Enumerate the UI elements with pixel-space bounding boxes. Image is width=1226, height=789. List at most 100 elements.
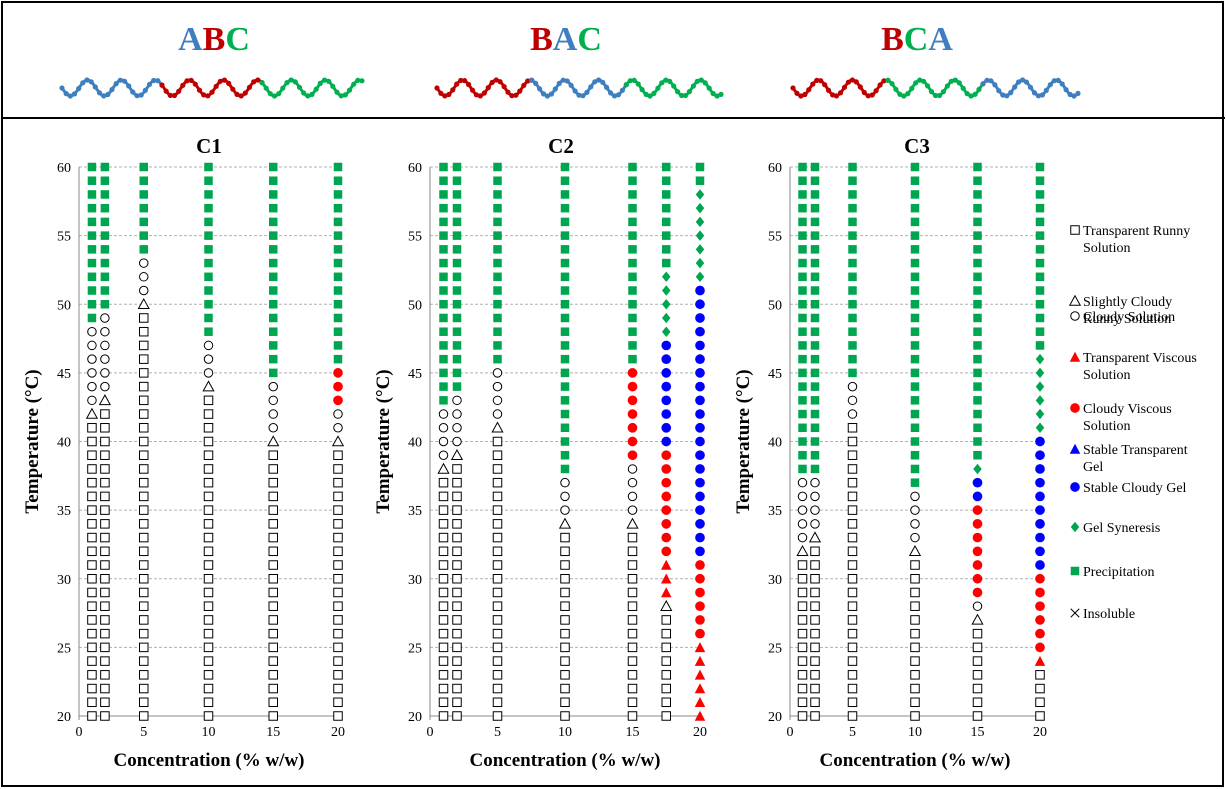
chain-bead: [296, 84, 303, 90]
chain-bead: [1059, 81, 1065, 87]
data-point-p: [910, 450, 920, 460]
data-point-p: [973, 327, 982, 336]
data-point-trs: [452, 532, 462, 543]
data-point-p: [560, 423, 570, 433]
chain-bead: [1039, 92, 1045, 98]
chain-bead: [130, 89, 136, 95]
data-point-p: [798, 258, 807, 268]
data-point-p: [493, 300, 502, 309]
data-point-trs: [268, 464, 278, 474]
chain-bead: [284, 80, 290, 86]
data-point-p: [848, 286, 857, 295]
data-point-scg: [695, 532, 705, 543]
data-point-p: [493, 162, 502, 172]
data-point-p: [910, 409, 920, 419]
data-point-p: [100, 258, 110, 268]
data-point-trs: [972, 697, 983, 708]
data-point-cs: [333, 409, 343, 419]
data-point-p: [269, 176, 278, 185]
data-point-trs: [87, 560, 97, 570]
data-point-p: [204, 286, 213, 295]
data-point-trs: [139, 587, 149, 598]
data-point-p: [269, 190, 278, 199]
chain-bead: [671, 83, 677, 89]
data-point-p: [204, 231, 213, 240]
chain-bead: [450, 87, 456, 93]
data-point-cvs: [1035, 573, 1045, 584]
data-point-cs: [203, 340, 214, 351]
data-point-tvs: [694, 683, 706, 694]
data-point-trs: [972, 642, 983, 653]
chain-bead: [956, 80, 962, 86]
x-tick-label: 20: [331, 725, 345, 740]
data-point-cs: [100, 340, 110, 351]
data-point-trs: [1035, 670, 1045, 680]
data-point-tvs: [694, 697, 706, 708]
data-point-trs: [268, 560, 278, 570]
chain-bead: [897, 91, 903, 97]
data-point-cvs: [627, 368, 638, 378]
chain-bead: [1067, 91, 1073, 98]
data-point-p: [560, 176, 570, 185]
data-point-trs: [797, 628, 808, 639]
data-point-cs: [810, 477, 820, 488]
legend-marker-trs: [1070, 225, 1080, 235]
chain-bead: [509, 93, 515, 99]
y-tick-label: 60: [768, 161, 782, 176]
data-point-p: [910, 341, 920, 350]
data-point-trs: [560, 683, 570, 694]
data-point-p: [439, 231, 448, 240]
data-point-p: [810, 162, 820, 172]
data-point-trs: [139, 326, 149, 337]
data-point-trs: [797, 587, 808, 598]
data-point-cs: [492, 368, 503, 378]
data-point-trs: [847, 587, 858, 598]
data-point-p: [269, 341, 278, 350]
data-point-p: [662, 203, 671, 213]
legend-label: Solution: [1083, 368, 1130, 383]
chain-bead: [968, 93, 974, 99]
chain-bead: [853, 79, 859, 85]
chain-bead: [861, 89, 867, 96]
chain-bead: [647, 93, 653, 99]
data-point-scg: [695, 546, 705, 557]
data-point-p: [798, 409, 807, 419]
data-point-trs: [139, 574, 149, 584]
data-point-trs: [627, 628, 638, 639]
data-point-p: [439, 382, 448, 391]
y-tick-label: 35: [408, 504, 422, 519]
data-point-trs: [438, 491, 449, 502]
data-point-trs: [452, 670, 462, 680]
chain-bead: [477, 93, 483, 99]
data-point-p: [1035, 300, 1045, 309]
data-point-trs: [87, 464, 97, 474]
data-point-cs: [810, 505, 820, 515]
data-point-trs: [847, 615, 858, 625]
data-point-trs: [100, 615, 110, 625]
data-point-trs: [492, 587, 503, 598]
chain-bead: [932, 92, 939, 99]
data-point-p: [848, 231, 857, 240]
data-point-p: [810, 203, 820, 213]
chain-bead: [790, 85, 796, 91]
chain-bead: [505, 89, 511, 95]
data-point-gs: [662, 299, 671, 310]
data-point-p: [493, 327, 502, 336]
chain-bead: [359, 78, 365, 84]
data-point-p: [798, 286, 807, 295]
chain-bead: [992, 82, 998, 88]
data-point-trs: [333, 477, 343, 488]
data-point-trs: [268, 683, 278, 694]
y-axis-label: Temperature (°C): [373, 369, 394, 513]
data-point-tvs: [661, 587, 672, 598]
data-point-trs: [100, 491, 110, 502]
data-point-trs: [139, 532, 149, 543]
chain-bead: [301, 90, 307, 96]
data-point-cs: [438, 409, 449, 419]
data-point-p: [662, 190, 671, 199]
data-point-p: [973, 203, 982, 213]
data-point-trs: [139, 519, 149, 529]
chain-bead: [659, 80, 665, 86]
chain-bead: [960, 85, 966, 91]
data-point-cs: [87, 326, 97, 337]
